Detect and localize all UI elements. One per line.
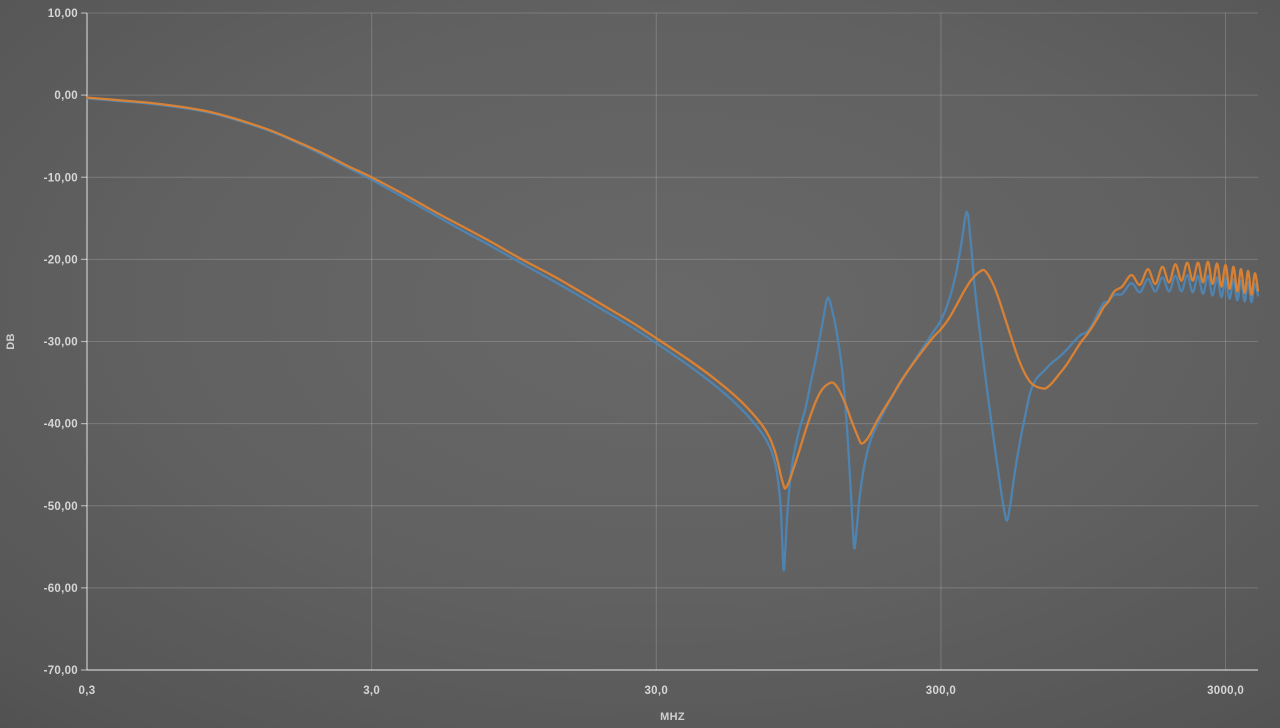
y-tick-label: -20,00 <box>44 254 78 266</box>
x-tick-label: 30,0 <box>644 685 668 697</box>
axes <box>81 12 1258 671</box>
y-tick-label: -10,00 <box>44 172 78 184</box>
y-tick-label: -60,00 <box>44 583 78 595</box>
y-tick-label: -50,00 <box>44 501 78 513</box>
x-tick-label: 3000,0 <box>1207 685 1244 697</box>
series-line-response-orange <box>85 96 1260 490</box>
y-tick-label: 10,00 <box>48 8 78 20</box>
gridlines <box>86 12 1258 671</box>
x-tick-label: 3,0 <box>363 685 380 697</box>
tick-labels: 10,00 0,00 -10,00 -20,00 -30,00 -40,00 -50,00 -… <box>44 8 1244 697</box>
y-tick-label: 0,00 <box>54 90 78 102</box>
y-axis-title: DB <box>5 333 17 350</box>
y-tick-label: -30,00 <box>44 337 78 349</box>
y-tick-label: -40,00 <box>44 419 78 431</box>
series-lines <box>85 96 1260 572</box>
y-tick-label: -70,00 <box>44 665 78 677</box>
x-tick-label: 0,3 <box>79 685 96 697</box>
series-line-response-blue <box>85 97 1260 572</box>
x-axis-title: MHZ <box>660 711 685 723</box>
x-tick-label: 300,0 <box>926 685 956 697</box>
